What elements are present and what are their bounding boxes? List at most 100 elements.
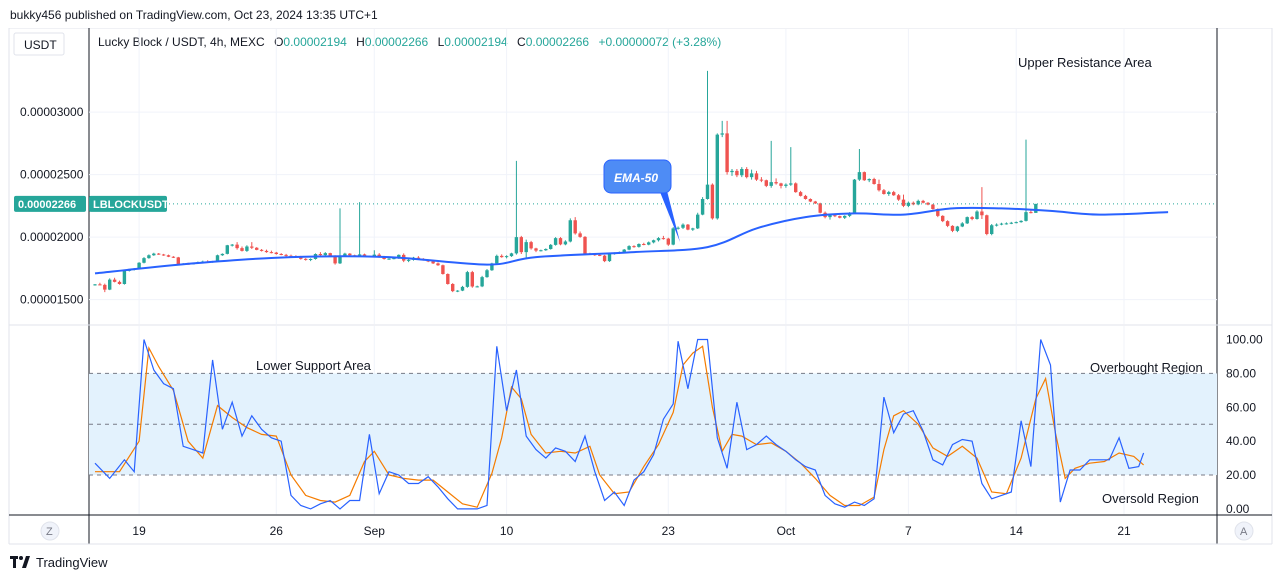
candle-body — [235, 244, 239, 249]
candle-body — [730, 170, 734, 173]
candle-body — [333, 255, 337, 264]
price-axis[interactable]: 0.00003000 0.00002500 0.00002000 0.00001500 — [20, 105, 84, 307]
time-tick-label: 19 — [132, 524, 146, 538]
candle-body — [519, 237, 523, 253]
candle-body — [794, 183, 798, 193]
tradingview-logo-icon — [10, 556, 30, 568]
candle-body — [720, 133, 724, 135]
ema-callout: EMA-50 — [603, 159, 680, 242]
candle-body — [539, 250, 543, 252]
candle-body — [377, 254, 381, 257]
ohlc-high-value: 0.00002266 — [365, 35, 429, 49]
symbol-legend[interactable]: Lucky Block / USDT, 4h, MEXC O0.00002194… — [98, 35, 721, 49]
candle-body — [98, 284, 102, 286]
candle-body — [901, 199, 906, 206]
candle-body — [955, 226, 960, 231]
candle-body — [906, 202, 911, 206]
candle-body — [651, 240, 656, 243]
candle-body — [691, 228, 695, 230]
candle-body — [676, 227, 680, 229]
candle-body — [926, 202, 930, 205]
go-to-date-button[interactable]: Z — [40, 521, 60, 541]
candle-body — [740, 169, 744, 176]
candle-body — [656, 238, 661, 241]
price-tick-label: 0.00003000 — [20, 105, 84, 119]
candle-body — [108, 279, 112, 290]
candle-body — [259, 249, 264, 251]
candle-body — [745, 169, 749, 178]
candle-body — [500, 255, 504, 258]
candle-body — [166, 255, 171, 257]
candle-body — [602, 255, 607, 262]
candle-body — [887, 192, 891, 194]
price-tick-label: 0.00002000 — [20, 230, 84, 244]
candlestick-series — [93, 70, 1038, 293]
candle-body — [264, 250, 269, 253]
candle-body — [970, 217, 974, 219]
candle-body — [103, 284, 107, 290]
currency-label: USDT — [24, 38, 57, 52]
candle-body — [446, 274, 450, 284]
candle-body — [803, 195, 808, 199]
candle-body — [455, 290, 460, 292]
candle-body — [490, 263, 494, 271]
candle-body — [460, 286, 465, 291]
candle-body — [553, 238, 558, 245]
candle-body — [715, 134, 719, 219]
ohlc-open-value: 0.00002194 — [283, 35, 347, 49]
time-tick-label: 14 — [1010, 524, 1024, 538]
candle-body — [818, 203, 822, 213]
candle-body — [544, 249, 548, 251]
candle-body — [754, 173, 759, 180]
candle-body — [833, 215, 837, 217]
candle-body — [152, 253, 156, 256]
candle-body — [813, 201, 817, 204]
footer-brand-label: TradingView — [36, 554, 108, 570]
candle-body — [343, 253, 347, 256]
candle-body — [225, 245, 229, 254]
candle-body — [406, 259, 411, 261]
candle-body — [607, 253, 612, 262]
candle-body — [872, 179, 876, 184]
candle-body — [945, 221, 950, 226]
candle-body — [808, 199, 813, 202]
chart-canvas[interactable]: USDT Lucky Block / USDT, 4h, MEXC O0.000… — [0, 27, 1281, 546]
candle-body — [632, 246, 636, 248]
auto-scale-button[interactable]: A — [1234, 521, 1254, 541]
candle-body — [250, 246, 254, 248]
candle-body — [431, 261, 435, 264]
candle-body — [798, 192, 803, 196]
publish-info: bukky456 published on TradingView.com, O… — [10, 8, 378, 22]
time-tick-label: 23 — [662, 524, 676, 538]
candle-body — [568, 220, 572, 242]
candle-body — [112, 279, 117, 282]
stochastic-axis[interactable]: 100.00 80.00 60.00 40.00 20.00 0.00 — [1226, 333, 1263, 516]
candle-body — [867, 179, 871, 181]
candle-body — [735, 170, 739, 176]
candle-body — [725, 133, 729, 173]
candle-body — [896, 195, 901, 200]
candle-body — [534, 248, 538, 251]
currency-selector[interactable]: USDT — [13, 32, 65, 56]
candle-body — [661, 238, 666, 240]
time-axis[interactable]: 19 26 Sep 10 23 Oct 7 14 21 — [132, 524, 1131, 538]
candle-body — [1004, 223, 1009, 225]
candle-body — [93, 284, 97, 286]
candle-body — [475, 286, 479, 288]
candle-body — [892, 192, 896, 196]
candle-body — [284, 254, 288, 256]
stochastic-tick-label: 20.00 — [1226, 468, 1256, 482]
candle-body — [142, 258, 146, 263]
time-tick-label: 21 — [1117, 524, 1131, 538]
candle-body — [509, 253, 514, 257]
candle-body — [1024, 212, 1028, 221]
candle-body — [220, 253, 225, 256]
chart-frame[interactable]: USDT Lucky Block / USDT, 4h, MEXC O0.000… — [0, 27, 1281, 546]
candle-body — [318, 254, 323, 256]
candle-body — [558, 238, 563, 245]
candle-body — [916, 200, 920, 205]
candle-body — [710, 184, 715, 219]
candle-body — [308, 259, 313, 260]
candle-body — [397, 254, 401, 259]
footer-brand[interactable]: TradingView — [10, 553, 108, 571]
